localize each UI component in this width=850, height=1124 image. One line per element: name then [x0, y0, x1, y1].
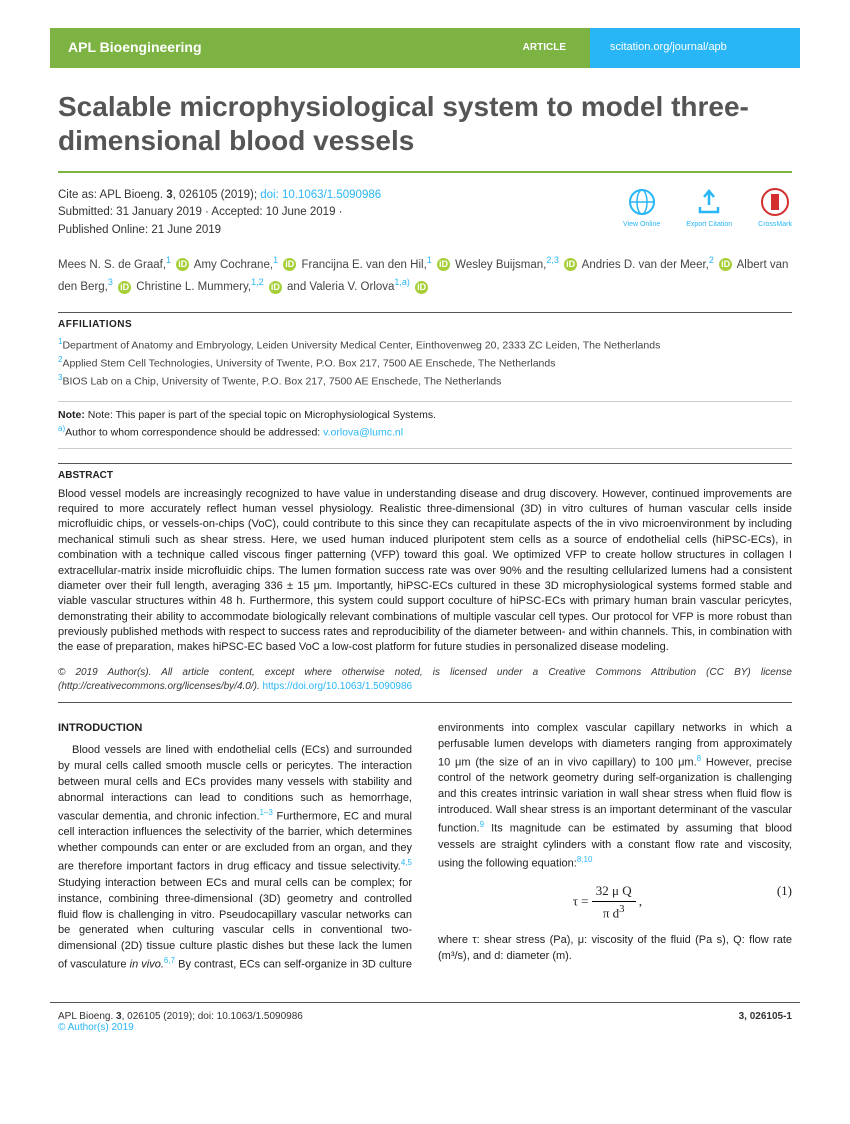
- equation-number: (1): [777, 882, 792, 901]
- crossmark-button[interactable]: CrossMark: [758, 187, 792, 228]
- journal-name: APL Bioengineering: [50, 28, 499, 68]
- journal-url[interactable]: scitation.org/journal/apb: [590, 28, 800, 68]
- affiliations-list: 1Department of Anatomy and Embryology, L…: [58, 336, 792, 391]
- author-list: Mees N. S. de Graaf,1 iD Amy Cochrane,1 …: [58, 253, 792, 298]
- header-bar: APL Bioengineering ARTICLE scitation.org…: [50, 28, 800, 68]
- submitted-date: Submitted: 31 January 2019 · Accepted: 1…: [58, 206, 343, 218]
- article-title: Scalable microphysiological system to mo…: [58, 90, 792, 157]
- action-icons: View Online Export Citation CrossMark: [623, 187, 792, 228]
- published-date: Published Online: 21 June 2019: [58, 224, 221, 236]
- correspondence-email[interactable]: v.orlova@lumc.nl: [323, 427, 403, 439]
- footer-left: APL Bioeng. 3, 026105 (2019); doi: 10.10…: [58, 1011, 303, 1033]
- introduction-heading: INTRODUCTION: [58, 721, 412, 737]
- export-citation-button[interactable]: Export Citation: [686, 187, 732, 228]
- export-citation-label: Export Citation: [686, 221, 732, 228]
- note-block: Note: Note: This paper is part of the sp…: [58, 401, 792, 449]
- affiliations-label: AFFILIATIONS: [58, 312, 792, 330]
- view-online-button[interactable]: View Online: [623, 187, 660, 228]
- citation-text: Cite as: APL Bioeng. 3, 026105 (2019); d…: [58, 187, 623, 239]
- affiliation-1: 1Department of Anatomy and Embryology, L…: [58, 336, 792, 354]
- view-online-label: View Online: [623, 221, 660, 228]
- cite-as-label: Cite as: APL Bioeng.: [58, 189, 166, 201]
- body-columns: INTRODUCTION Blood vessels are lined wit…: [58, 721, 792, 974]
- equation-legend: where τ: shear stress (Pa), μ: viscosity…: [438, 933, 792, 965]
- title-block: Scalable microphysiological system to mo…: [50, 90, 800, 157]
- equation-1: τ = 32 μ Qπ d3 , (1): [438, 882, 792, 923]
- crossmark-label: CrossMark: [758, 221, 792, 228]
- title-divider: [58, 171, 792, 173]
- license-text: © 2019 Author(s). All article content, e…: [58, 666, 792, 694]
- cite-pages: , 026105 (2019);: [173, 189, 261, 201]
- abstract-label: ABSTRACT: [58, 463, 792, 481]
- article-type-label: ARTICLE: [499, 28, 590, 68]
- license-divider: [58, 702, 792, 703]
- citation-row: Cite as: APL Bioeng. 3, 026105 (2019); d…: [58, 187, 792, 239]
- page-footer: APL Bioeng. 3, 026105 (2019); doi: 10.10…: [50, 1002, 800, 1033]
- license-doi-link[interactable]: https://doi.org/10.1063/1.5090986: [263, 681, 413, 692]
- doi-link[interactable]: doi: 10.1063/1.5090986: [260, 189, 381, 201]
- correspondence-label: Author to whom correspondence should be …: [65, 427, 323, 439]
- footer-right: 3, 026105-1: [739, 1011, 792, 1033]
- copyright-text: © Author(s) 2019: [58, 1022, 134, 1033]
- affiliation-3: 3BIOS Lab on a Chip, University of Twent…: [58, 372, 792, 390]
- abstract-text: Blood vessel models are increasingly rec…: [58, 487, 792, 656]
- affiliation-2: 2Applied Stem Cell Technologies, Univers…: [58, 354, 792, 372]
